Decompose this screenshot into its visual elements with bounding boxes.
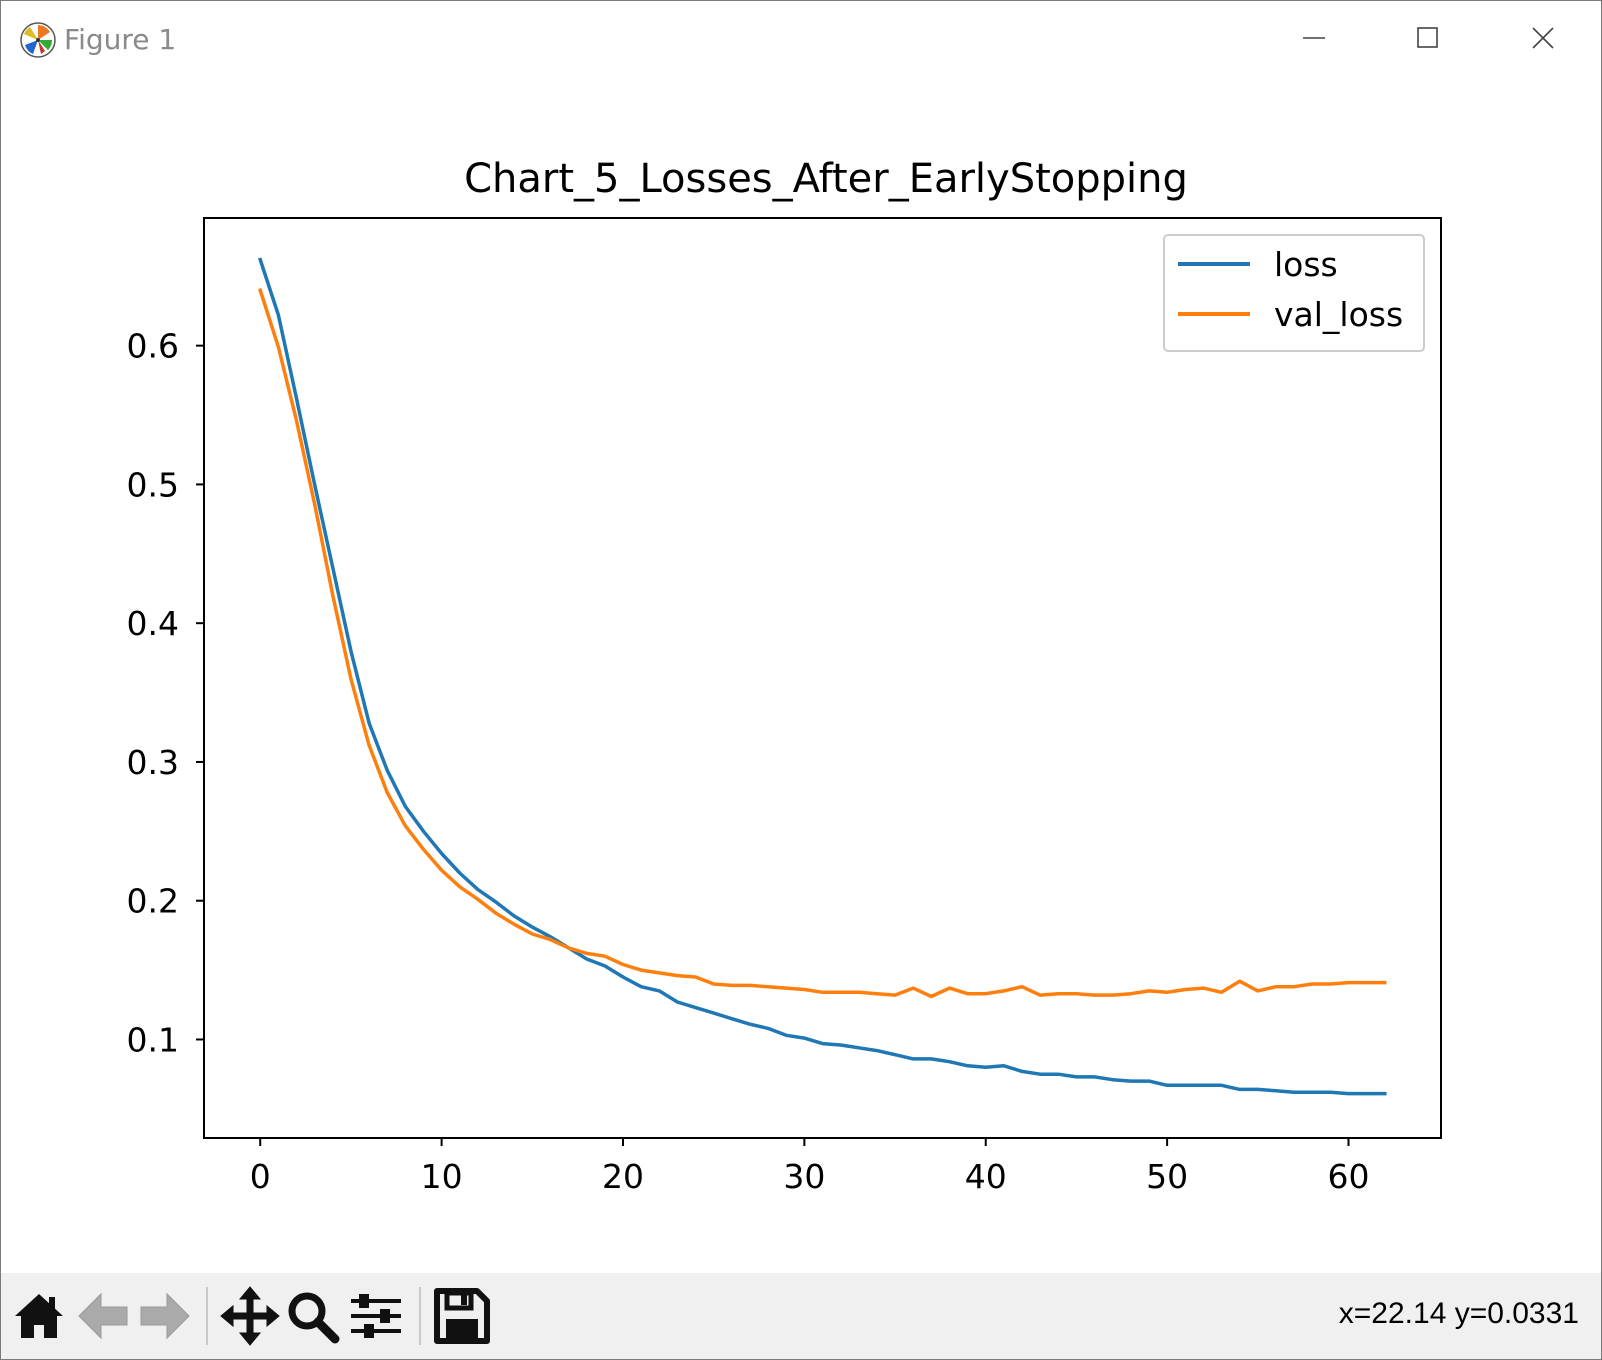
- configure-subplots-icon: [351, 1294, 401, 1338]
- x-tick-label: 30: [783, 1157, 825, 1196]
- pan-button[interactable]: [220, 1285, 280, 1347]
- x-tick-label: 60: [1327, 1157, 1369, 1196]
- x-tick-label: 0: [250, 1157, 271, 1196]
- forward-arrow-icon: [140, 1292, 190, 1340]
- close-icon: [1532, 27, 1554, 49]
- figure-canvas[interactable]: Chart_5_Losses_After_EarlyStopping 0 10 20…: [1, 79, 1601, 1273]
- toolbar-separator: [419, 1287, 421, 1345]
- series-line-loss: [257, 257, 1387, 1096]
- y-tick-label: 0.5: [127, 465, 179, 504]
- home-button[interactable]: [9, 1285, 69, 1347]
- legend: loss val_loss: [1163, 234, 1425, 352]
- y-tick-label: 0.2: [127, 882, 179, 921]
- window-title: Figure 1: [64, 23, 177, 56]
- y-tick-label: 0.6: [127, 327, 179, 366]
- series-line-val-loss: [257, 287, 1387, 999]
- back-button[interactable]: [73, 1285, 133, 1347]
- chart-title: Chart_5_Losses_After_EarlyStopping: [464, 156, 1188, 202]
- y-tick-label: 0.3: [127, 743, 179, 782]
- maximize-icon: [1417, 27, 1438, 48]
- configure-subplots-button[interactable]: [346, 1285, 406, 1347]
- save-button[interactable]: [431, 1285, 491, 1347]
- x-tick-label: 20: [602, 1157, 644, 1196]
- y-tick-label: 0.4: [127, 604, 179, 643]
- legend-label: val_loss: [1274, 295, 1403, 334]
- plot-frame: [203, 217, 1442, 1139]
- x-tick-label: 50: [1146, 1157, 1188, 1196]
- forward-button[interactable]: [135, 1285, 195, 1347]
- toolbar-separator: [206, 1287, 208, 1345]
- legend-label: loss: [1274, 245, 1338, 284]
- zoom-magnifier-icon: [288, 1292, 340, 1344]
- back-arrow-icon: [78, 1292, 128, 1340]
- x-tick-label: 10: [421, 1157, 463, 1196]
- close-button[interactable]: [1518, 15, 1568, 61]
- cursor-coordinates: x=22.14 y=0.0331: [1338, 1297, 1579, 1330]
- loss-chart: Chart_5_Losses_After_EarlyStopping 0 10 20…: [127, 156, 1442, 1196]
- y-tick-label: 0.1: [127, 1020, 179, 1059]
- minimize-button[interactable]: [1289, 15, 1339, 61]
- navigation-toolbar: x=22.14 y=0.0331: [1, 1273, 1601, 1359]
- matplotlib-logo-icon: [20, 22, 56, 58]
- x-tick-label: 40: [965, 1157, 1007, 1196]
- maximize-button[interactable]: [1403, 15, 1453, 61]
- save-floppy-icon: [434, 1288, 490, 1344]
- home-icon: [15, 1294, 63, 1338]
- pan-move-icon: [220, 1286, 280, 1346]
- zoom-button[interactable]: [283, 1285, 343, 1347]
- title-bar[interactable]: Figure 1: [1, 1, 1601, 79]
